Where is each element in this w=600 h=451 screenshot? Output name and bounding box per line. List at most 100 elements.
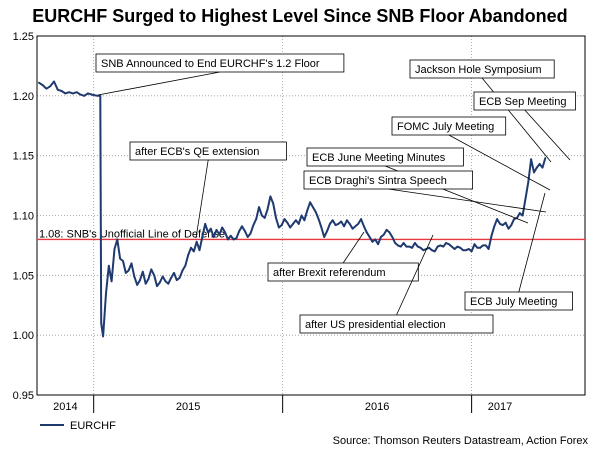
data-point — [363, 225, 365, 228]
data-point — [170, 276, 173, 279]
data-point — [68, 91, 71, 94]
data-point — [391, 236, 394, 238]
annotation-label: ECB Draghi's Sintra Speech — [309, 175, 447, 187]
data-point — [286, 221, 289, 224]
annotation-label: SNB Announced to End EURCHF's 1.2 Floor — [101, 58, 320, 70]
data-point — [493, 225, 496, 228]
data-point — [204, 222, 207, 225]
data-point — [107, 264, 110, 267]
data-point — [41, 84, 44, 86]
data-point — [496, 218, 499, 220]
data-point — [416, 245, 419, 248]
data-point — [260, 214, 263, 217]
data-point — [337, 222, 340, 225]
data-point — [147, 278, 150, 280]
reference-line-label: 1.08: SNB's Unofficial Line of Defense — [39, 228, 225, 240]
data-point — [207, 231, 209, 234]
data-point — [173, 272, 175, 274]
annotation-label: after ECB's QE extension — [135, 146, 259, 158]
data-point — [187, 254, 190, 256]
data-point — [513, 218, 516, 220]
data-point — [100, 322, 103, 325]
data-point — [405, 245, 408, 248]
data-point — [450, 245, 453, 248]
annotations: SNB Announced to End EURCHF's 1.2 Floor J… — [95, 53, 576, 334]
data-point — [300, 214, 303, 217]
data-point — [133, 275, 136, 278]
annotation-leader — [518, 192, 546, 293]
y-tick-label: 1.20 — [13, 91, 34, 103]
data-point — [482, 244, 484, 247]
annotation-label: ECB June Meeting Minutes — [312, 152, 446, 164]
data-point — [448, 243, 450, 246]
data-point — [275, 216, 277, 219]
annotation-leader — [342, 231, 365, 264]
source-note: Source: Thomson Reuters Datastream, Acti… — [333, 435, 589, 447]
data-point — [164, 280, 167, 283]
y-tick-label: 0.95 — [13, 390, 34, 402]
data-point — [105, 292, 107, 295]
data-point — [484, 244, 487, 247]
data-point — [83, 94, 86, 97]
data-point — [470, 250, 473, 253]
data-point — [272, 202, 275, 205]
data-point — [467, 248, 470, 250]
x-tick-label: 2015 — [176, 401, 200, 413]
data-point — [368, 236, 371, 238]
data-point — [490, 234, 493, 237]
data-point — [122, 260, 124, 262]
data-point — [518, 212, 521, 215]
data-point — [139, 279, 141, 282]
annotation-label: Jackson Hole Symposium — [415, 64, 542, 76]
data-point — [408, 245, 411, 248]
data-point — [102, 335, 105, 338]
data-point — [280, 224, 283, 226]
data-point — [175, 279, 178, 282]
data-point — [212, 236, 215, 238]
data-point — [394, 242, 396, 244]
data-point — [87, 92, 89, 95]
data-point — [124, 272, 127, 274]
data-point — [116, 238, 119, 241]
data-point — [266, 208, 269, 211]
data-point — [334, 224, 337, 226]
data-point — [150, 268, 153, 271]
data-point — [314, 211, 317, 213]
data-point — [263, 216, 266, 219]
data-point — [153, 274, 156, 277]
data-point — [90, 93, 93, 96]
data-point — [144, 282, 147, 285]
data-point — [252, 224, 255, 226]
data-point — [195, 240, 198, 243]
annotation-label: ECB July Meeting — [470, 296, 557, 308]
data-point — [476, 246, 479, 249]
data-point — [232, 238, 235, 241]
x-axis: 2014 2015 2016 2017 — [53, 395, 512, 413]
data-point — [224, 231, 226, 234]
data-point — [462, 249, 465, 252]
data-point — [277, 226, 280, 229]
annotation-box — [306, 147, 464, 167]
annotation-box — [129, 141, 287, 161]
data-point — [127, 269, 130, 272]
data-point — [346, 219, 348, 222]
data-point — [524, 197, 527, 200]
annotation-leader — [388, 188, 547, 213]
data-point — [72, 92, 74, 95]
data-point — [311, 206, 314, 209]
data-point — [501, 224, 504, 226]
data-point — [479, 246, 482, 249]
data-point — [226, 238, 229, 241]
data-point — [371, 240, 374, 243]
data-point — [428, 246, 431, 249]
x-tick-label: 2016 — [365, 401, 389, 413]
data-point — [119, 257, 122, 260]
y-tick-label: 1.10 — [13, 211, 34, 223]
annotation-leader — [448, 134, 551, 191]
data-point — [221, 226, 224, 229]
data-point — [96, 94, 99, 97]
data-point — [297, 222, 300, 225]
y-tick-label: 1.00 — [13, 330, 34, 342]
annotation-label: FOMC July Meeting — [397, 121, 494, 133]
